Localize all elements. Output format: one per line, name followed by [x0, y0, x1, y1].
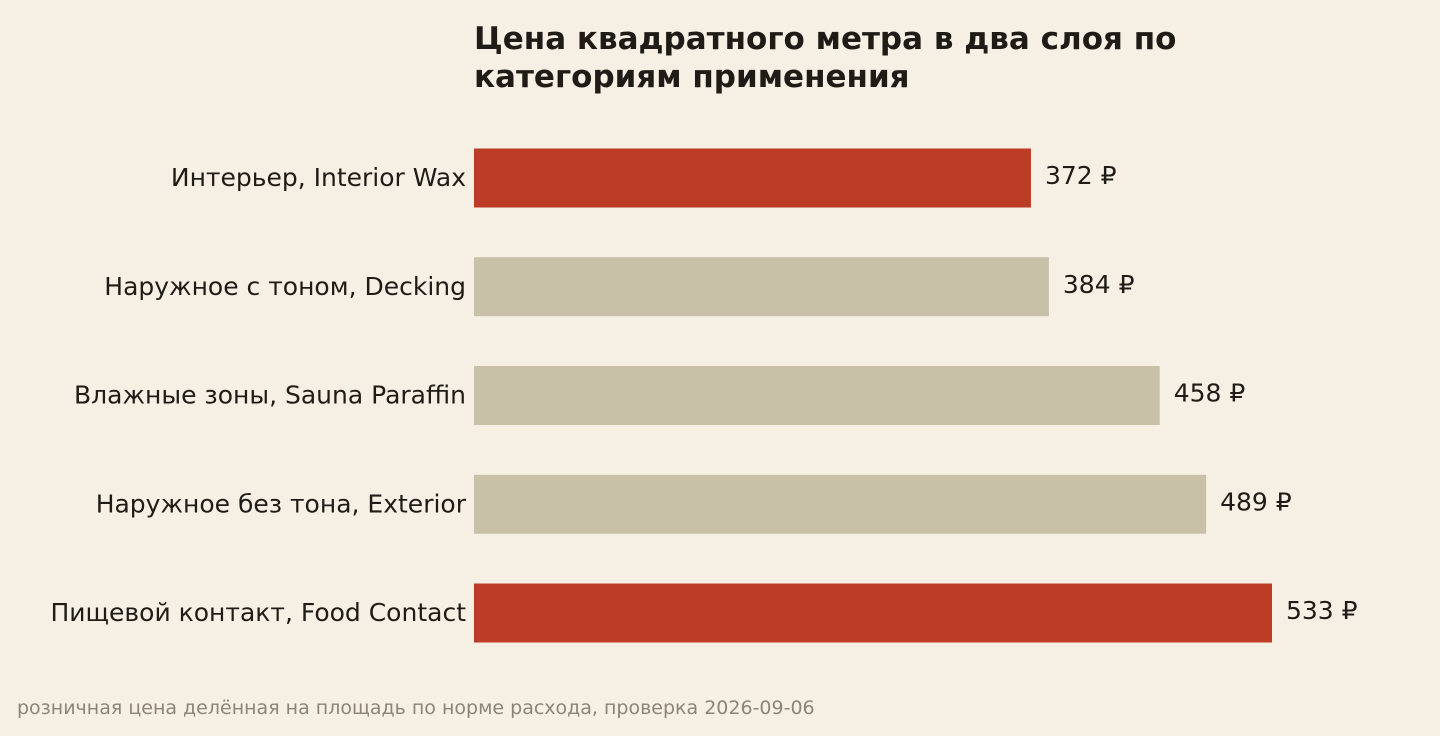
bar	[474, 583, 1272, 643]
bar	[474, 148, 1031, 208]
category-label: Наружное с тоном, Decking	[104, 272, 466, 301]
bar	[474, 366, 1160, 425]
value-label: 458 ₽	[1174, 379, 1246, 408]
category-label: Интерьер, Interior Wax	[171, 163, 466, 192]
category-label: Наружное без тона, Exterior	[96, 489, 467, 518]
value-label: 533 ₽	[1286, 596, 1358, 625]
footnote: розничная цена делённая на площадь по но…	[17, 697, 815, 719]
value-label: 372 ₽	[1045, 161, 1117, 190]
bar	[474, 474, 1207, 534]
bar	[474, 257, 1049, 317]
value-label: 384 ₽	[1063, 270, 1135, 299]
chart-title: Цена квадратного метра в два слоя по кат…	[474, 21, 1177, 95]
category-label: Пищевой контакт, Food Contact	[50, 598, 466, 627]
category-label: Влажные зоны, Sauna Paraffin	[74, 381, 466, 410]
value-label: 489 ₽	[1220, 487, 1292, 516]
